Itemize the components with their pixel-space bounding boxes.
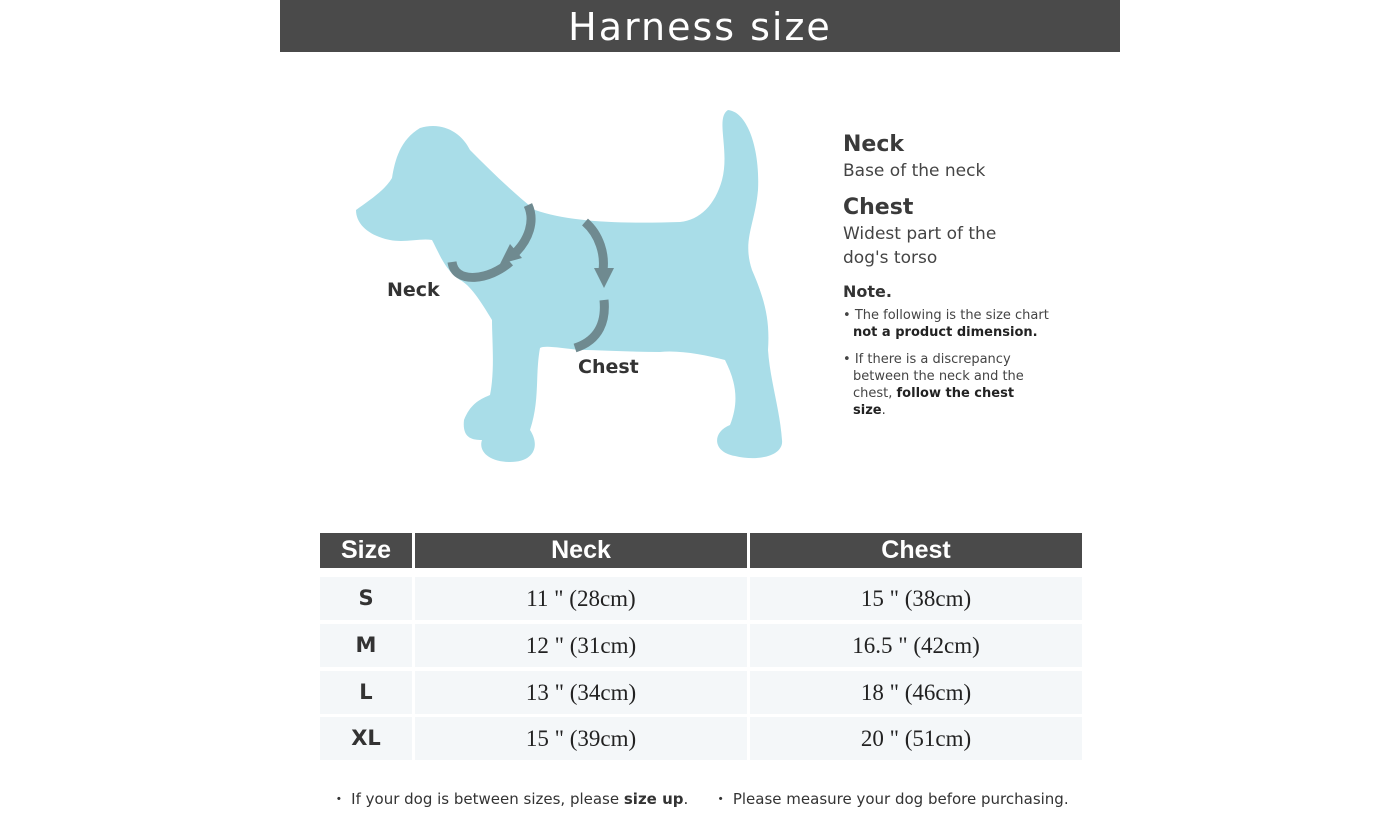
chest-desc: Widest part of the dog's torso bbox=[843, 224, 997, 268]
dog-body bbox=[356, 110, 783, 462]
cell-size: S bbox=[320, 577, 412, 620]
tip-end: . bbox=[683, 790, 689, 808]
page-title: Harness size bbox=[280, 0, 1120, 52]
cell-chest: 18 " (46cm) bbox=[750, 671, 1082, 714]
tip-text: If your dog is between sizes, please bbox=[351, 790, 624, 808]
note-item: • If there is a discrepancy between the … bbox=[843, 352, 1024, 418]
chest-arrowhead-icon bbox=[594, 268, 614, 288]
note-item: • The following is the size chart not a … bbox=[843, 308, 1049, 340]
header-size: Size bbox=[320, 533, 412, 568]
note-bold: follow the chest size bbox=[853, 386, 1015, 418]
footer-tips: ・ If your dog is between sizes, please s… bbox=[0, 788, 1400, 809]
header-neck: Neck bbox=[415, 533, 747, 568]
cell-chest: 20 " (51cm) bbox=[750, 717, 1082, 760]
footer-tip: ・ Please measure your dog before purchas… bbox=[713, 790, 1069, 808]
neck-desc: Base of the neck bbox=[843, 161, 986, 181]
cell-size: XL bbox=[320, 717, 412, 760]
cell-size: L bbox=[320, 671, 412, 714]
measurement-info: Neck Base of the neck Chest Widest part … bbox=[843, 132, 1103, 429]
cell-neck: 15 " (39cm) bbox=[415, 717, 747, 760]
note-text: If there is a discrepancy between the ne… bbox=[853, 352, 1024, 401]
note-text: The following is the size chart bbox=[854, 308, 1049, 323]
cell-size: M bbox=[320, 624, 412, 667]
tip-text: Please measure your dog before purchasin… bbox=[732, 790, 1069, 808]
chest-arrow-icon bbox=[573, 218, 609, 353]
neck-title: Neck bbox=[843, 132, 905, 157]
note-end: . bbox=[881, 403, 886, 418]
footer-tip: ・ If your dog is between sizes, please s… bbox=[331, 790, 689, 808]
neck-arrowhead-icon bbox=[500, 244, 522, 264]
cell-neck: 11 " (28cm) bbox=[415, 577, 747, 620]
note-title: Note. bbox=[843, 282, 892, 301]
cell-chest: 15 " (38cm) bbox=[750, 577, 1082, 620]
note-bold: not a product dimension. bbox=[853, 325, 1038, 340]
dog-silhouette-diagram bbox=[356, 110, 783, 462]
chest-label: Chest bbox=[578, 356, 639, 378]
cell-neck: 13 " (34cm) bbox=[415, 671, 747, 714]
cell-chest: 16.5 " (42cm) bbox=[750, 624, 1082, 667]
header-chest: Chest bbox=[750, 533, 1082, 568]
chest-title: Chest bbox=[843, 195, 914, 220]
neck-label: Neck bbox=[387, 279, 440, 301]
cell-neck: 12 " (31cm) bbox=[415, 624, 747, 667]
tip-bold: size up bbox=[623, 790, 684, 808]
